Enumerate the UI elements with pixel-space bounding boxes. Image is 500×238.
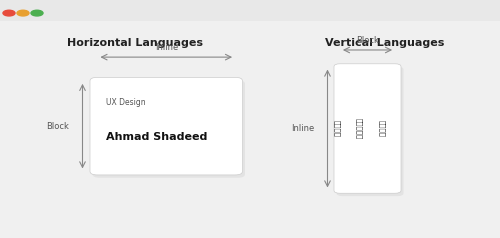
- Text: Ahmad Shadeed: Ahmad Shadeed: [106, 132, 208, 142]
- FancyBboxPatch shape: [92, 80, 245, 178]
- FancyBboxPatch shape: [90, 77, 242, 175]
- Text: Horizontal Languages: Horizontal Languages: [67, 38, 203, 48]
- Circle shape: [3, 10, 15, 16]
- Text: Block: Block: [46, 122, 69, 131]
- Text: UX Design: UX Design: [106, 98, 146, 107]
- Text: ぢゑをわ: ぢゑをわ: [334, 120, 340, 137]
- Circle shape: [17, 10, 29, 16]
- FancyBboxPatch shape: [334, 64, 401, 193]
- FancyBboxPatch shape: [0, 0, 500, 21]
- FancyBboxPatch shape: [336, 67, 404, 196]
- Text: Vertical Languages: Vertical Languages: [326, 38, 444, 48]
- Text: Block: Block: [356, 36, 379, 45]
- Circle shape: [31, 10, 43, 16]
- Text: たさかあ: たさかあ: [378, 120, 385, 137]
- Text: Inline: Inline: [291, 124, 314, 133]
- Text: らやまはな: らやまはな: [356, 118, 362, 139]
- Text: Inline: Inline: [154, 43, 178, 52]
